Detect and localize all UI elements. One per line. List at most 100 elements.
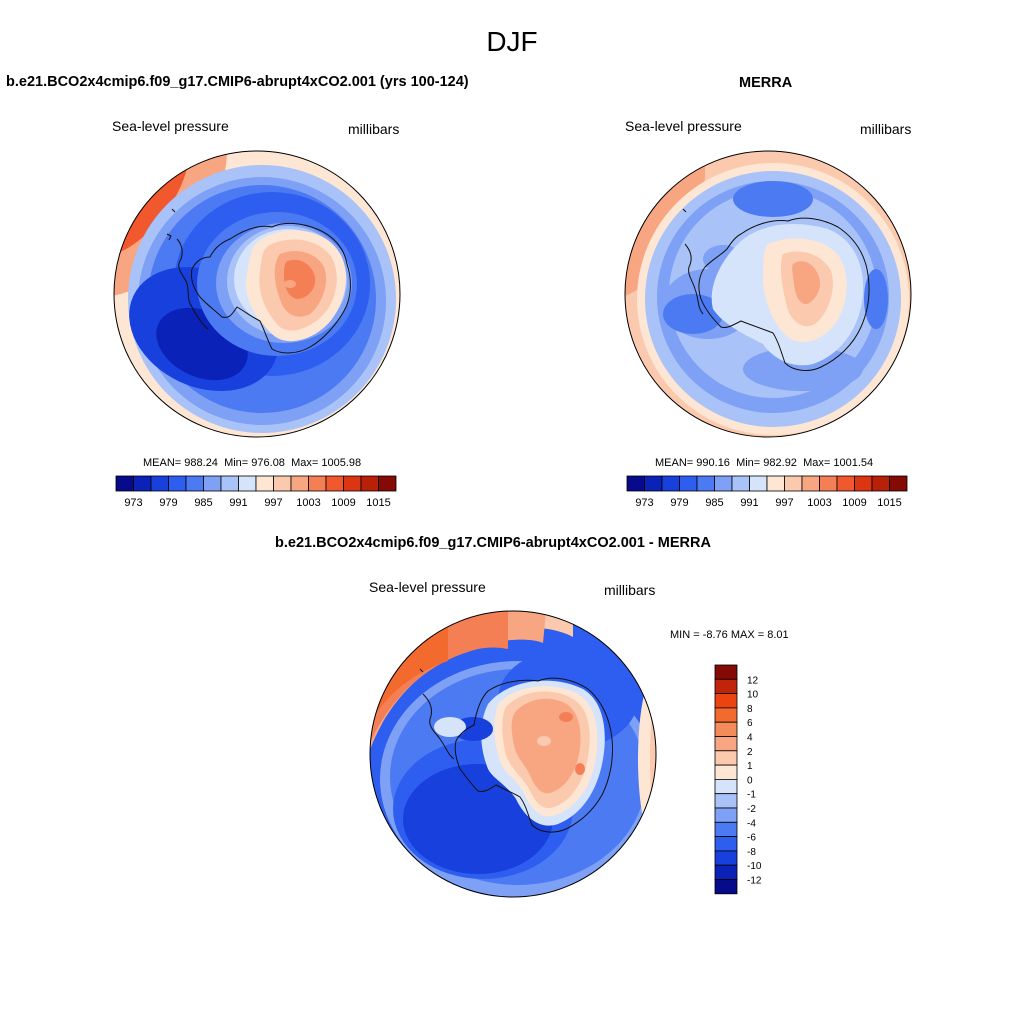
diff-colorbar-box — [714, 678, 738, 694]
diff-colorbar-box — [714, 793, 738, 809]
diff-max-label: MAX = — [730, 629, 765, 641]
model-colorbar-box — [238, 475, 257, 492]
obs-colorbar-box — [766, 475, 785, 492]
diff-variable-label: Sea-level pressure — [369, 579, 486, 595]
diff-colorbar-box — [714, 707, 738, 723]
obs-colorbar-box — [801, 475, 820, 492]
obs-mean-label: MEAN= — [655, 457, 694, 469]
model-units-label: millibars — [348, 121, 400, 137]
model-mean-label: MEAN= — [143, 457, 182, 469]
obs-colorbar-tick-label: 997 — [775, 497, 793, 509]
model-colorbar-labels: 973 979 985 991 997 1003 1009 1015 — [124, 497, 390, 509]
model-stats: MEAN= 988.24 Min= 976.08 Max= 1005.98 — [143, 457, 361, 469]
model-colorbar-box — [115, 475, 134, 492]
model-map — [113, 150, 401, 438]
diff-units-label: millibars — [604, 582, 656, 598]
obs-colorbar: 973 979 985 991 997 1003 1009 1015 — [626, 475, 908, 509]
model-mean-value: 988.24 — [184, 457, 218, 469]
model-colorbar-tick-label: 1009 — [331, 497, 355, 509]
obs-mean-value: 990.16 — [696, 457, 730, 469]
obs-stats: MEAN= 990.16 Min= 982.92 Max= 1001.54 — [655, 457, 873, 469]
obs-min-value: 982.92 — [763, 457, 797, 469]
obs-units-label: millibars — [860, 121, 912, 137]
model-colorbar-tick-label: 979 — [159, 497, 177, 509]
obs-max-label: Max= — [803, 457, 831, 469]
diff-colorbar-tick-label: 10 — [747, 690, 759, 701]
diff-colorbar-box — [714, 693, 738, 709]
obs-colorbar-tick-label: 1009 — [842, 497, 866, 509]
diff-colorbar-tick-label: -2 — [747, 804, 756, 815]
model-colorbar-box — [220, 475, 239, 492]
model-colorbar-tick-label: 997 — [264, 497, 282, 509]
obs-min-label: Min= — [736, 457, 761, 469]
obs-colorbar-box — [696, 475, 715, 492]
diff-colorbar-tick-label: -10 — [747, 861, 762, 872]
model-colorbar-box — [290, 475, 309, 492]
diff-min-value: -8.76 — [702, 629, 728, 641]
diff-colorbar-tick-label: 4 — [747, 733, 753, 744]
model-colorbar-box — [255, 475, 274, 492]
diff-colorbar-box — [714, 879, 738, 895]
diff-colorbar-tick-label: -6 — [747, 833, 756, 844]
model-colorbar-box — [203, 475, 222, 492]
model-colorbar-box — [325, 475, 344, 492]
diff-colorbar-boxes — [714, 664, 738, 895]
model-colorbar-boxes — [115, 475, 397, 492]
diff-map — [369, 610, 657, 898]
diff-colorbar-tick-label: 2 — [747, 747, 753, 758]
model-colorbar: 973 979 985 991 997 1003 1009 1015 — [115, 475, 397, 509]
model-colorbar-box — [273, 475, 292, 492]
diff-colorbar-tick-label: 12 — [747, 675, 759, 686]
model-colorbar-box — [168, 475, 187, 492]
obs-colorbar-tick-label: 985 — [705, 497, 723, 509]
obs-colorbar-box — [819, 475, 838, 492]
obs-colorbar-box — [626, 475, 645, 492]
diff-colorbar-tick-label: 0 — [747, 775, 753, 786]
obs-colorbar-box — [749, 475, 768, 492]
obs-colorbar-box — [679, 475, 698, 492]
obs-colorbar-box — [731, 475, 750, 492]
model-colorbar-box — [150, 475, 169, 492]
obs-colorbar-box — [644, 475, 663, 492]
diff-max-value: 8.01 — [767, 629, 789, 641]
diff-colorbar-box — [714, 721, 738, 737]
diff-colorbar-tick-label: 8 — [747, 704, 753, 715]
obs-colorbar-tick-label: 1003 — [807, 497, 831, 509]
model-max-value: 1005.98 — [321, 457, 362, 469]
model-colorbar-box — [360, 475, 379, 492]
model-colorbar-tick-label: 1003 — [296, 497, 320, 509]
obs-colorbar-tick-label: 979 — [670, 497, 688, 509]
obs-colorbar-box — [836, 475, 855, 492]
obs-colorbar-box — [889, 475, 908, 492]
diff-colorbar-box — [714, 836, 738, 852]
obs-colorbar-box — [784, 475, 803, 492]
model-colorbar-box — [308, 475, 327, 492]
model-colorbar-box — [378, 475, 397, 492]
model-colorbar-box — [343, 475, 362, 492]
obs-colorbar-box — [854, 475, 873, 492]
diff-colorbar-box — [714, 779, 738, 795]
obs-max-value: 1001.54 — [833, 457, 874, 469]
obs-colorbar-tick-label: 1015 — [877, 497, 901, 509]
diff-colorbar-box — [714, 736, 738, 752]
diff-colorbar-tick-label: 6 — [747, 718, 753, 729]
obs-colorbar-tick-label: 973 — [635, 497, 653, 509]
diff-colorbar-box — [714, 807, 738, 823]
diff-colorbar-tick-label: -4 — [747, 818, 756, 829]
diff-colorbar-box — [714, 764, 738, 780]
model-variable-label: Sea-level pressure — [112, 118, 229, 134]
obs-panel-title: MERRA — [739, 75, 793, 91]
obs-colorbar-tick-label: 991 — [740, 497, 758, 509]
obs-colorbar-box — [871, 475, 890, 492]
model-colorbar-tick-label: 991 — [229, 497, 247, 509]
model-colorbar-box — [133, 475, 152, 492]
model-min-value: 976.08 — [251, 457, 285, 469]
diff-colorbar-tick-label: -1 — [747, 790, 756, 801]
diff-colorbar-box — [714, 821, 738, 838]
model-colorbar-tick-label: 973 — [124, 497, 142, 509]
obs-colorbar-box — [661, 475, 680, 492]
model-panel-title: b.e21.BCO2x4cmip6.f09_g17.CMIP6-abrupt4x… — [6, 74, 469, 90]
main-title: DJF — [486, 26, 538, 57]
